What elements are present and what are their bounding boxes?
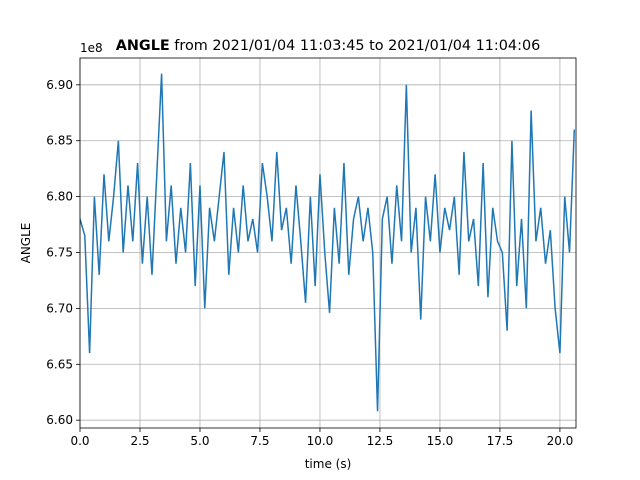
title-bold: ANGLE [116,38,170,54]
y-tick-label: 6.60 [46,413,73,427]
x-axis-label: time (s) [305,457,352,471]
x-tick-label: 10.0 [307,434,334,448]
x-tick-label: 17.5 [487,434,514,448]
y-offset-label: 1e8 [80,41,103,55]
plot-frame [79,57,577,429]
x-tick-label: 15.0 [427,434,454,448]
title-rest: from 2021/01/04 11:03:45 to 2021/01/04 1… [174,38,540,54]
y-tick-label: 6.70 [46,301,73,315]
y-tick-label: 6.65 [46,357,73,371]
chart-title: ANGLE from 2021/01/04 11:03:45 to 2021/0… [116,38,541,54]
data-line [80,73,576,412]
x-tick-label: 0.0 [70,434,89,448]
y-tick-label: 6.80 [46,190,73,204]
y-tick-label: 6.85 [46,134,73,148]
x-tick-label: 7.5 [250,434,269,448]
x-tick-label: 2.5 [130,434,149,448]
y-axis-label: ANGLE [19,223,33,264]
x-tick-label: 5.0 [190,434,209,448]
x-tick-label: 12.5 [367,434,394,448]
y-tick-label: 6.90 [46,78,73,92]
x-tick-label: 20.0 [547,434,574,448]
y-tick-label: 6.75 [46,246,73,260]
